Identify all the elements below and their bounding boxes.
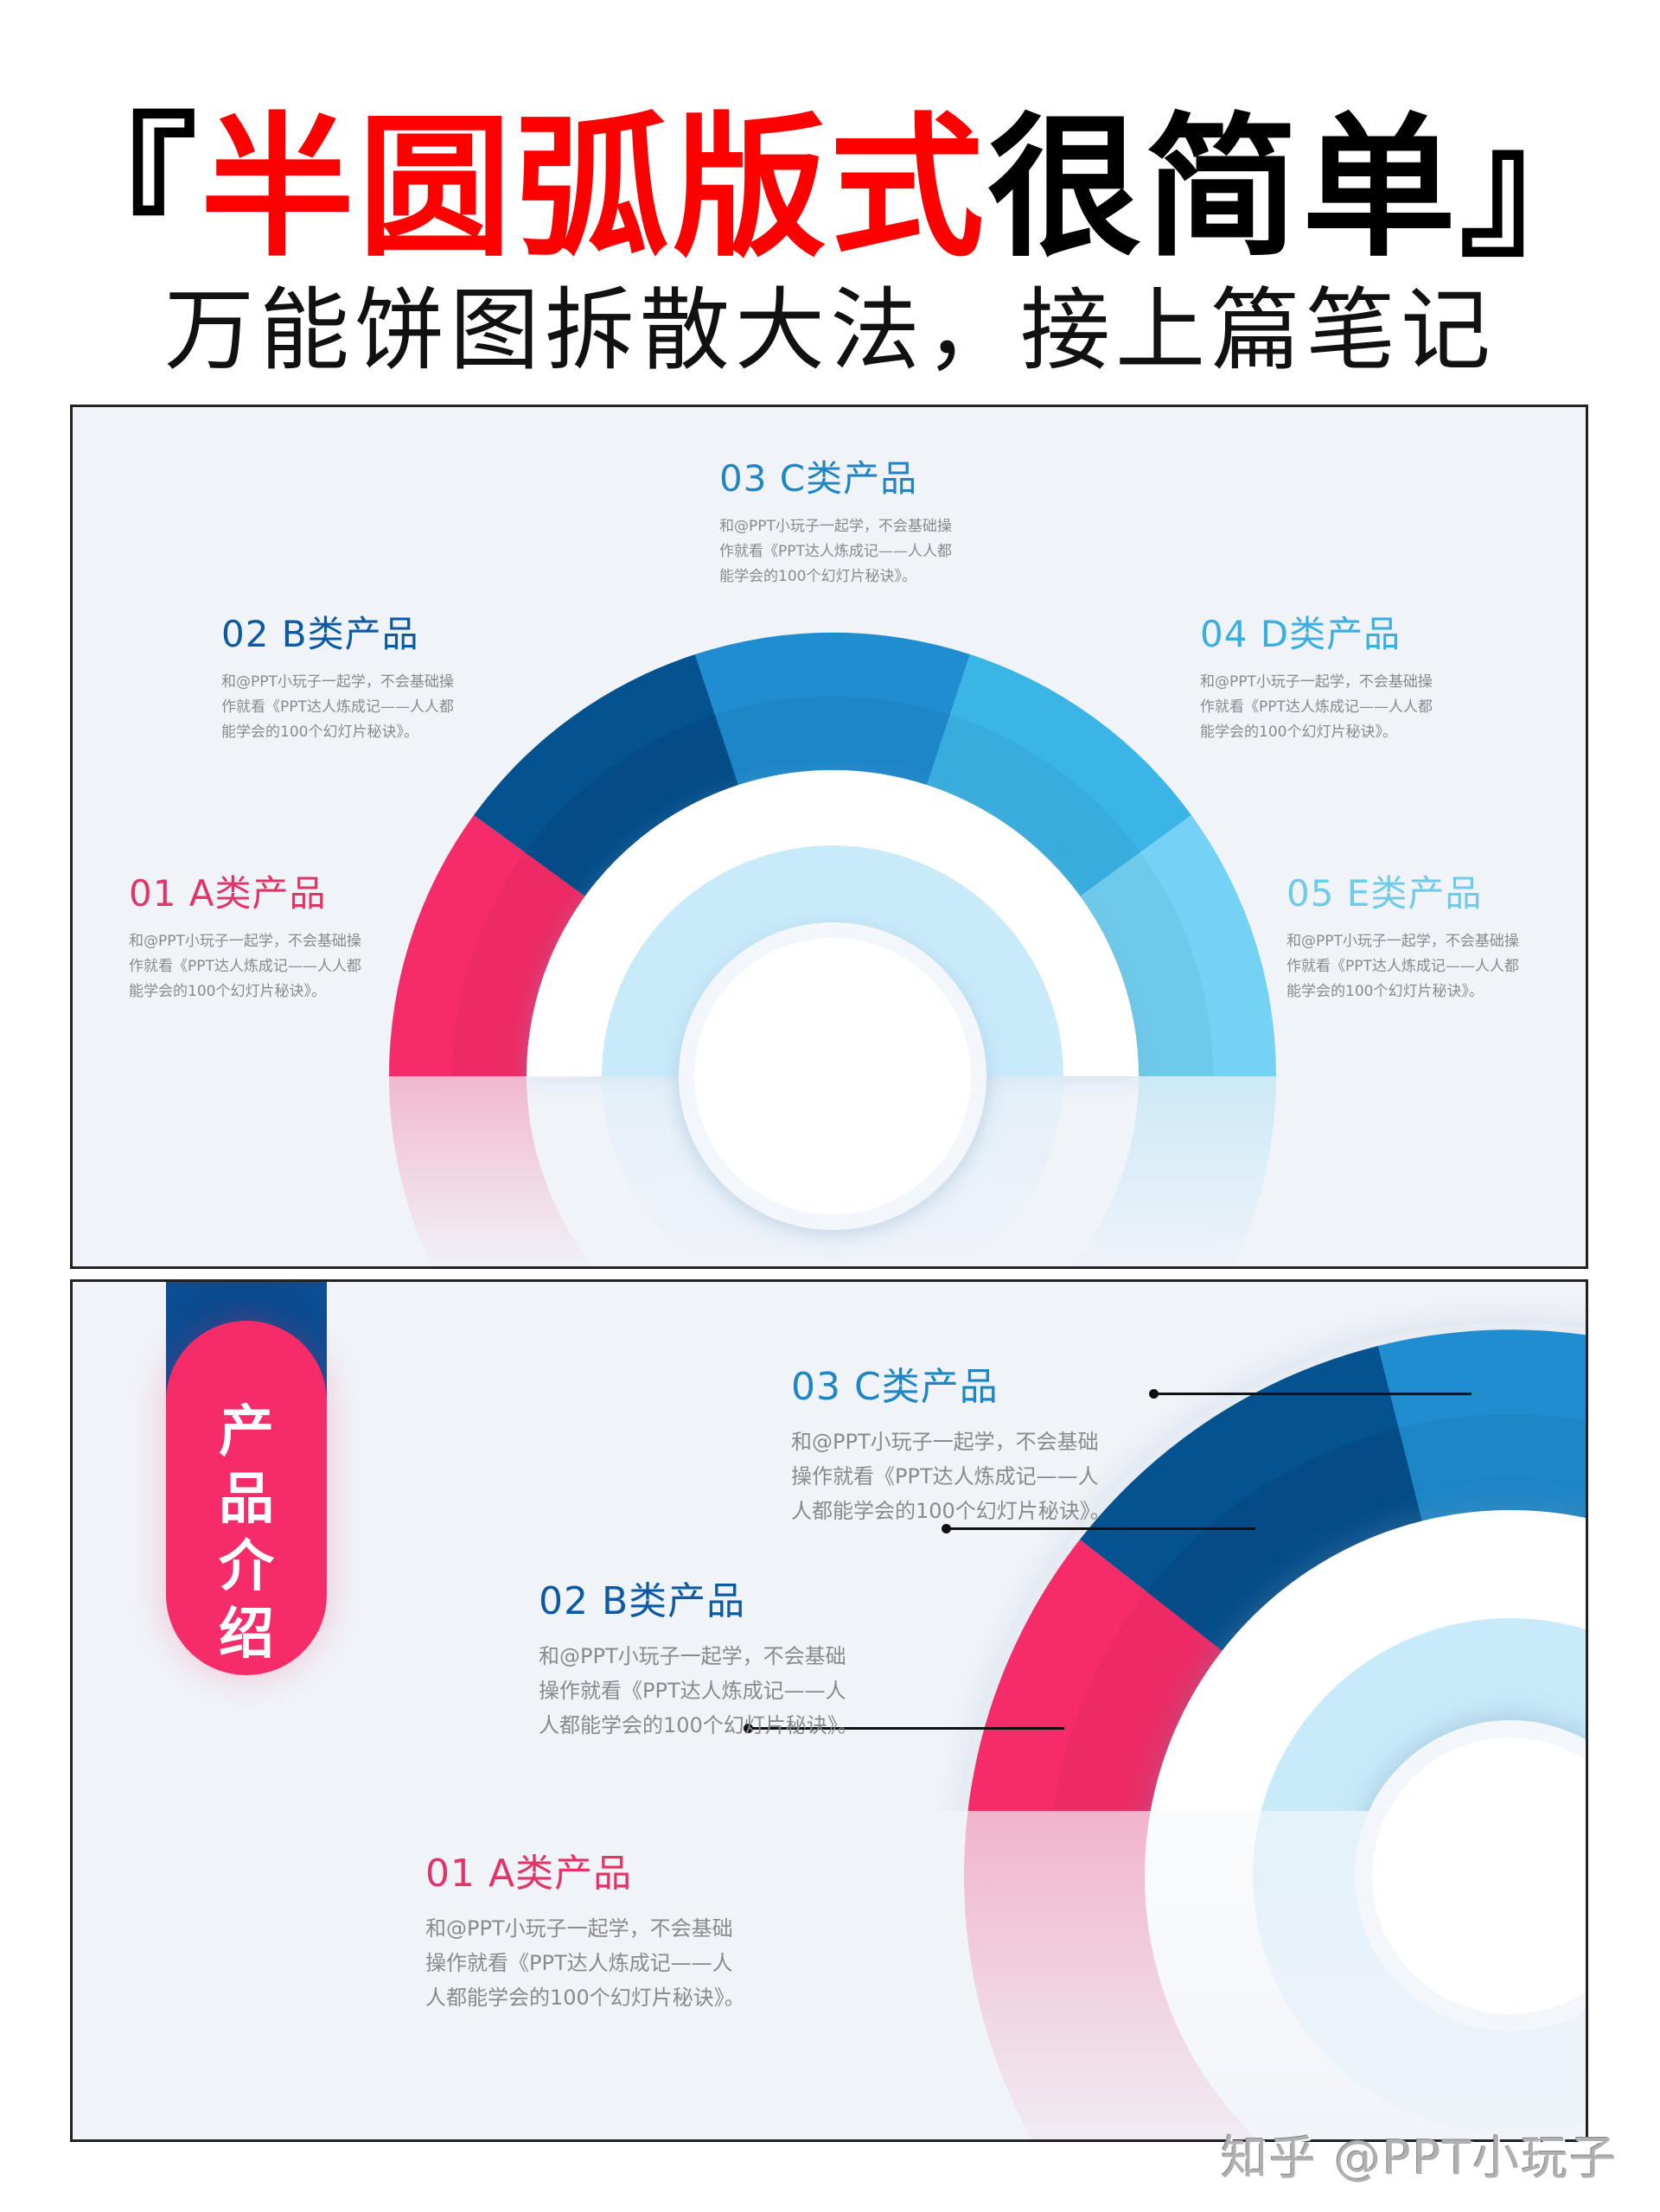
reflection: [73, 1076, 1586, 1266]
label-desc: 和@PPT小玩子一起学，不会基础 操作就看《PPT达人炼成记——人 人都能学会的…: [539, 1644, 859, 1737]
label-02-b: 02 B类产品 和@PPT小玩子一起学，不会基础操 作就看《PPT达人炼成记——…: [221, 613, 454, 745]
leader-line-c: [1149, 1389, 1472, 1399]
open-bracket: 『: [43, 99, 201, 277]
tag-char: 介: [219, 1535, 274, 1599]
label-01-a: 01 A类产品 和@PPT小玩子一起学，不会基础操 作就看《PPT达人炼成记——…: [129, 872, 361, 1004]
headline: 『半圆弧版式很简单』: [0, 102, 1660, 275]
semicircle-slide-panel: 03 C类产品 和@PPT小玩子一起学，不会基础操 作就看《PPT达人炼成记——…: [70, 405, 1588, 1269]
label-title: 03 C类产品: [791, 1365, 999, 1409]
tag-text: 产品介绍: [166, 1399, 327, 1668]
leader-line-a: [744, 1724, 1064, 1733]
semicircle-chart: [73, 632, 1586, 1266]
label-desc: 和@PPT小玩子一起学，不会基础操 作就看《PPT达人炼成记——人人都 能学会的…: [1200, 673, 1433, 741]
label-desc: 和@PPT小玩子一起学，不会基础操 作就看《PPT达人炼成记——人人都 能学会的…: [221, 673, 454, 741]
label-title: 01 A类产品: [129, 872, 327, 915]
label-title: 04 D类产品: [1200, 613, 1401, 655]
product-intro-slide-panel: 产品介绍 03 C类产品 和@PPT小玩子一起学，不会基础 操作就看《PPT达人…: [70, 1279, 1588, 2142]
leader-dot: [942, 1524, 951, 1533]
inner-disk-large: [1388, 1737, 1586, 1811]
label-03-c: 03 C类产品 和@PPT小玩子一起学，不会基础操 作就看《PPT达人炼成记——…: [719, 457, 952, 590]
label-04-d: 04 D类产品 和@PPT小玩子一起学，不会基础操 作就看《PPT达人炼成记——…: [1200, 613, 1433, 745]
label-02-b-large: 02 B类产品 和@PPT小玩子一起学，不会基础 操作就看《PPT达人炼成记——…: [539, 1580, 859, 1743]
label-03-c-large: 03 C类产品 和@PPT小玩子一起学，不会基础 操作就看《PPT达人炼成记——…: [791, 1366, 1111, 1528]
reflection-large: [73, 1811, 1586, 2139]
leader-dot: [1149, 1389, 1159, 1399]
leader-line-b: [942, 1524, 1255, 1533]
label-01-a-large: 01 A类产品 和@PPT小玩子一起学，不会基础 操作就看《PPT达人炼成记——…: [425, 1852, 745, 2015]
label-desc: 和@PPT小玩子一起学，不会基础操 作就看《PPT达人炼成记——人人都 能学会的…: [1286, 933, 1519, 1000]
label-desc: 和@PPT小玩子一起学，不会基础 操作就看《PPT达人炼成记——人 人都能学会的…: [791, 1430, 1111, 1523]
close-bracket: 』: [1459, 99, 1617, 277]
label-desc: 和@PPT小玩子一起学，不会基础 操作就看《PPT达人炼成记——人 人都能学会的…: [425, 1916, 745, 2010]
tag-pill: 产品介绍: [166, 1321, 327, 1675]
label-title: 03 C类产品: [719, 457, 918, 500]
section-tag: 产品介绍: [166, 1282, 327, 1675]
leader-dot: [744, 1724, 753, 1733]
label-title: 02 B类产品: [539, 1579, 746, 1623]
headline-black-part: 很简单: [987, 99, 1459, 277]
label-05-e: 05 E类产品 和@PPT小玩子一起学，不会基础操 作就看《PPT达人炼成记——…: [1286, 872, 1519, 1004]
quarter-arc-chart: [73, 1323, 1586, 2139]
label-title: 01 A类产品: [425, 1852, 633, 1896]
label-desc: 和@PPT小玩子一起学，不会基础操 作就看《PPT达人炼成记——人人都 能学会的…: [719, 518, 952, 585]
label-title: 02 B类产品: [221, 613, 419, 655]
subtitle: 万能饼图拆散大法，接上篇笔记: [163, 277, 1496, 383]
label-title: 05 E类产品: [1286, 872, 1483, 915]
label-desc: 和@PPT小玩子一起学，不会基础操 作就看《PPT达人炼成记——人人都 能学会的…: [129, 933, 361, 1000]
headline-red-part: 半圆弧版式: [201, 99, 987, 277]
tag-char: 品: [219, 1468, 274, 1532]
tag-char: 绍: [219, 1603, 274, 1667]
tag-char: 产: [219, 1400, 274, 1464]
watermark: 知乎 @PPT小玩子: [1221, 2131, 1618, 2185]
